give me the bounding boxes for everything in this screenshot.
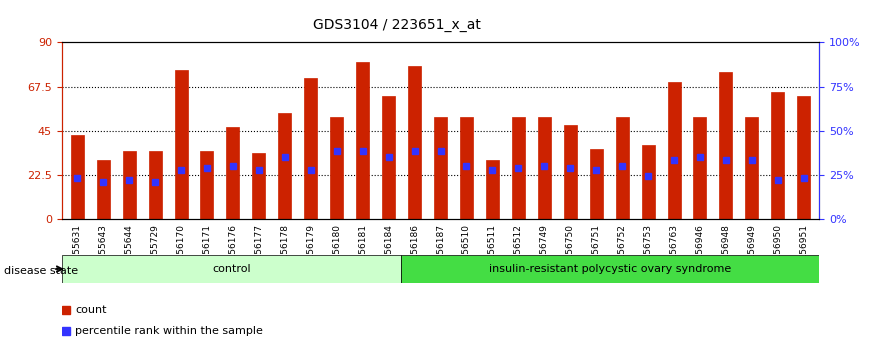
FancyBboxPatch shape [402, 255, 819, 283]
Bar [589, 149, 603, 219]
Bar [122, 151, 136, 219]
Bar [512, 117, 525, 219]
Text: control: control [212, 264, 251, 274]
Bar [772, 92, 784, 219]
Bar [641, 145, 655, 219]
Bar [668, 82, 680, 219]
FancyBboxPatch shape [62, 255, 402, 283]
Bar [356, 62, 369, 219]
Bar [226, 127, 240, 219]
Bar [745, 117, 759, 219]
Bar [720, 72, 732, 219]
Bar [537, 117, 551, 219]
Text: disease state: disease state [4, 266, 78, 276]
Bar [460, 117, 473, 219]
Bar [486, 160, 499, 219]
Bar [693, 117, 707, 219]
Bar [201, 151, 213, 219]
Bar [330, 117, 344, 219]
Text: count: count [75, 305, 107, 315]
Bar [616, 117, 629, 219]
Text: insulin-resistant polycystic ovary syndrome: insulin-resistant polycystic ovary syndr… [489, 264, 731, 274]
Bar [382, 96, 395, 219]
Bar [564, 125, 577, 219]
Bar [252, 153, 265, 219]
Bar [304, 78, 317, 219]
Bar [149, 151, 161, 219]
Bar [434, 117, 447, 219]
Bar [278, 113, 292, 219]
Bar [797, 96, 811, 219]
Bar [408, 66, 421, 219]
Bar [174, 70, 188, 219]
Text: percentile rank within the sample: percentile rank within the sample [75, 326, 263, 336]
Bar [70, 135, 84, 219]
Text: GDS3104 / 223651_x_at: GDS3104 / 223651_x_at [313, 18, 480, 32]
Bar [97, 160, 109, 219]
